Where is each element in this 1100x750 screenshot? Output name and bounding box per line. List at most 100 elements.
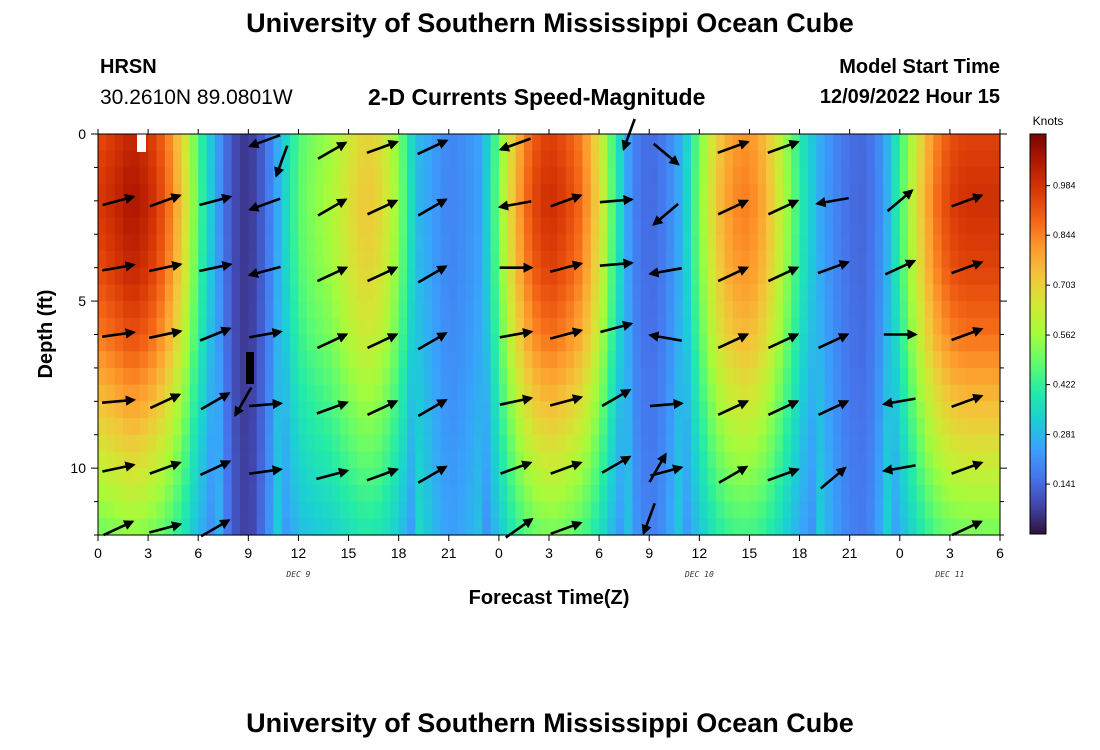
heatmap-cell bbox=[156, 451, 166, 469]
heatmap-cell bbox=[265, 518, 274, 536]
heatmap-cell bbox=[732, 217, 742, 235]
heatmap-cell bbox=[974, 167, 984, 185]
heatmap-cell bbox=[356, 317, 366, 336]
heatmap-cell bbox=[891, 401, 901, 419]
heatmap-cell bbox=[248, 301, 258, 319]
heatmap-cell bbox=[290, 301, 300, 319]
heatmap-cell bbox=[515, 434, 525, 453]
heatmap-cell bbox=[340, 334, 350, 352]
heatmap-cell bbox=[766, 284, 776, 302]
heatmap-cell bbox=[690, 317, 700, 336]
heatmap-cell bbox=[348, 351, 358, 369]
heatmap-cell bbox=[983, 484, 993, 503]
heatmap-cell bbox=[465, 234, 475, 252]
heatmap-cell bbox=[206, 217, 216, 235]
heatmap-cell bbox=[223, 184, 233, 202]
heatmap-cell bbox=[214, 134, 224, 152]
heatmap-cell bbox=[582, 384, 592, 402]
heatmap-cell bbox=[440, 301, 450, 319]
heatmap-cell bbox=[290, 184, 300, 202]
heatmap-cell bbox=[331, 367, 341, 386]
heatmap-cell bbox=[440, 401, 450, 419]
heatmap-cell bbox=[315, 418, 325, 436]
heatmap-cell bbox=[423, 384, 433, 402]
heatmap-cell bbox=[131, 418, 141, 436]
heatmap-cell bbox=[164, 468, 174, 486]
heatmap-cell bbox=[624, 367, 634, 386]
heatmap-cell bbox=[741, 284, 751, 302]
heatmap-cell bbox=[908, 317, 918, 336]
heatmap-cell bbox=[716, 384, 725, 402]
heatmap-cell bbox=[198, 401, 208, 419]
heatmap-cell bbox=[615, 518, 625, 536]
heatmap-cell bbox=[949, 351, 959, 369]
heatmap-cell bbox=[331, 217, 341, 235]
heatmap-cell bbox=[148, 317, 158, 336]
heatmap-cell bbox=[448, 167, 458, 185]
heatmap-cell bbox=[690, 501, 700, 519]
heatmap-cell bbox=[498, 317, 508, 336]
heatmap-cell bbox=[615, 484, 625, 503]
heatmap-cell bbox=[231, 150, 241, 169]
heatmap-cell bbox=[198, 451, 208, 469]
heatmap-cell bbox=[883, 334, 893, 352]
heatmap-cell bbox=[782, 284, 792, 302]
heatmap-cell bbox=[832, 234, 842, 252]
heatmap-cell bbox=[908, 518, 918, 536]
heatmap-cell bbox=[991, 434, 1001, 453]
heatmap-cell bbox=[507, 301, 517, 319]
heatmap-cell bbox=[340, 217, 350, 235]
heatmap-cell bbox=[924, 501, 934, 519]
current-vector bbox=[767, 266, 800, 283]
heatmap-cell bbox=[340, 418, 350, 436]
heatmap-cell bbox=[766, 134, 776, 152]
heatmap-cell bbox=[532, 200, 542, 219]
current-vector bbox=[717, 139, 750, 155]
heatmap-cell bbox=[206, 468, 216, 486]
heatmap-cell bbox=[916, 217, 926, 235]
heatmap-cell bbox=[173, 384, 183, 402]
heatmap-cell bbox=[139, 150, 149, 169]
heatmap-cell bbox=[298, 384, 308, 402]
heatmap-cell bbox=[540, 367, 550, 386]
heatmap-cell bbox=[665, 501, 675, 519]
heatmap-cell bbox=[206, 434, 216, 453]
heatmap-cell bbox=[816, 451, 826, 469]
heatmap-cell bbox=[365, 234, 375, 252]
heatmap-cell bbox=[599, 334, 609, 352]
heatmap-cell bbox=[732, 234, 742, 252]
heatmap-cell bbox=[106, 468, 116, 486]
heatmap-cell bbox=[782, 250, 792, 269]
heatmap-cell bbox=[699, 250, 709, 269]
heatmap-cell bbox=[265, 250, 274, 269]
heatmap-cell bbox=[816, 384, 826, 402]
heatmap-cell bbox=[148, 134, 158, 152]
heatmap-cell bbox=[206, 367, 216, 386]
heatmap-cell bbox=[807, 267, 817, 285]
heatmap-cell bbox=[849, 451, 859, 469]
heatmap-cell bbox=[398, 167, 408, 185]
heatmap-cell bbox=[883, 401, 893, 419]
heatmap-cell bbox=[373, 451, 383, 469]
heatmap-cell bbox=[189, 267, 199, 285]
heatmap-cell bbox=[398, 351, 408, 369]
heatmap-cell bbox=[356, 367, 366, 386]
current-vector bbox=[718, 465, 749, 484]
heatmap-cell bbox=[549, 334, 558, 352]
heatmap-cell bbox=[498, 234, 508, 252]
heatmap-cell bbox=[866, 134, 876, 152]
heatmap-cell bbox=[891, 367, 901, 386]
heatmap-cell bbox=[365, 384, 375, 402]
heatmap-cell bbox=[340, 367, 350, 386]
heatmap-cell bbox=[640, 334, 650, 352]
heatmap-cell bbox=[156, 301, 166, 319]
heatmap-cell bbox=[415, 501, 425, 519]
heatmap-cell bbox=[498, 217, 508, 235]
heatmap-cell bbox=[615, 401, 625, 419]
heatmap-cell bbox=[407, 317, 416, 336]
heatmap-cell bbox=[933, 518, 943, 536]
heatmap-cell bbox=[966, 484, 976, 503]
heatmap-cell bbox=[699, 301, 709, 319]
heatmap-cell bbox=[482, 284, 492, 302]
heatmap-cell bbox=[983, 351, 993, 369]
